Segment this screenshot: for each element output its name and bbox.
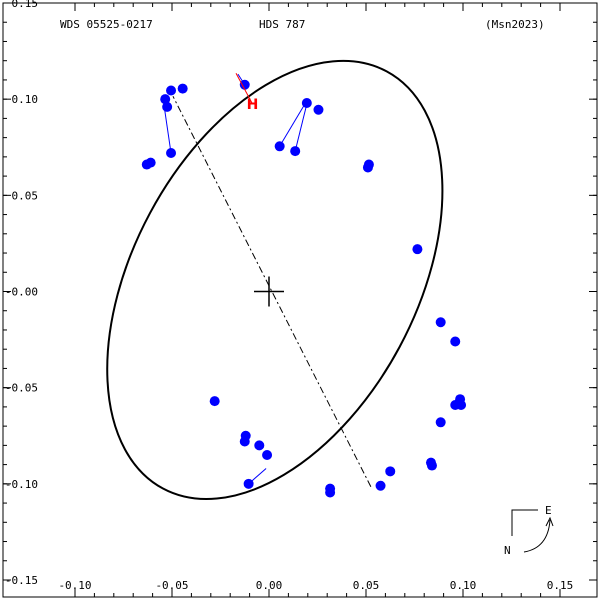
x-tick-label: -0.05	[155, 579, 188, 592]
compass-rose: E N	[504, 504, 554, 557]
observation-point	[262, 449, 273, 460]
x-axis-tick-labels: -0.10 -0.05 0.00 0.05 0.10 0.15	[58, 579, 573, 592]
compass-east-label: E	[545, 504, 552, 517]
x-tick-label: 0.00	[256, 579, 283, 592]
observation-point	[325, 483, 336, 494]
observation-point	[435, 317, 446, 328]
x-tick-label: 0.10	[450, 579, 477, 592]
observation-point	[412, 244, 423, 255]
y-axis-ticks	[3, 2, 597, 581]
residual-lines	[163, 73, 308, 485]
primary-star-marker	[254, 276, 284, 307]
orbit-ellipse	[106, 59, 444, 501]
compass-north-label: N	[504, 544, 511, 557]
residual-line	[294, 103, 308, 152]
observation-point	[254, 440, 265, 451]
y-tick-label: 0.10	[12, 93, 39, 106]
y-tick-label: -0.15	[5, 574, 38, 587]
observation-point	[166, 148, 177, 159]
y-tick-label: -0.05	[5, 382, 38, 395]
x-axis-ticks	[74, 3, 561, 597]
highlight-residual	[235, 72, 253, 105]
observation-point	[209, 396, 220, 407]
observation-point	[450, 336, 461, 347]
observation-point	[141, 159, 152, 170]
observation-point	[240, 430, 251, 441]
residual-line	[163, 106, 172, 154]
y-tick-label: -0.00	[5, 286, 38, 299]
observation-point	[425, 457, 436, 468]
highlight-point-layer: H	[235, 72, 259, 113]
observation-point	[385, 466, 396, 477]
x-tick-label: -0.10	[58, 579, 91, 592]
x-tick-label: 0.15	[547, 579, 574, 592]
observation-points	[141, 79, 467, 498]
header-right: (Msn2023)	[485, 18, 545, 31]
observation-point	[313, 104, 324, 115]
observation-point	[166, 85, 177, 96]
observation-point	[274, 141, 285, 152]
observation-point	[455, 394, 466, 405]
residual-line	[279, 103, 306, 147]
y-tick-label: -0.10	[5, 478, 38, 491]
y-tick-label: 0.05	[12, 189, 39, 202]
observation-point	[162, 101, 173, 112]
observation-point	[363, 159, 374, 170]
observation-point	[435, 417, 446, 428]
observation-point	[177, 83, 188, 94]
observation-point	[160, 94, 171, 105]
y-axis-tick-labels: 0.15 0.10 0.05 -0.00 -0.05 -0.10 -0.15	[5, 0, 38, 587]
orbit-ellipse-layer	[106, 59, 444, 501]
highlight-label: H	[247, 97, 259, 113]
header-left: WDS 05525-0217	[60, 18, 153, 31]
observation-point	[243, 478, 254, 489]
y-tick-label: 0.15	[12, 0, 39, 10]
observation-point	[301, 98, 312, 109]
header-center: HDS 787	[259, 18, 305, 31]
observation-point	[239, 79, 250, 90]
line-of-nodes	[172, 96, 372, 487]
observation-point	[375, 480, 386, 491]
observation-point	[290, 146, 301, 157]
x-tick-label: 0.05	[353, 579, 380, 592]
compass-arrow	[523, 519, 551, 553]
